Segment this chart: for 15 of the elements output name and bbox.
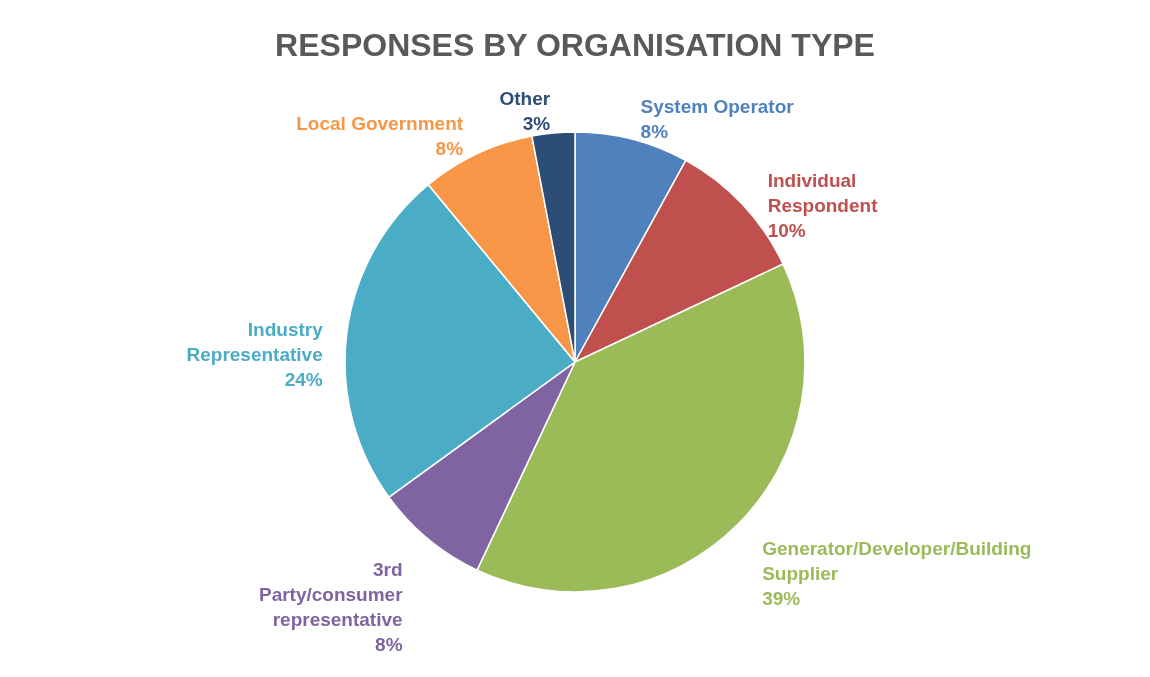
chart-title: RESPONSES BY ORGANISATION TYPE — [275, 27, 875, 63]
data-label: 10% — [767, 220, 806, 242]
slice-label: Industry Representative — [186, 319, 324, 366]
data-label: 39% — [762, 588, 801, 610]
data-label: 24% — [284, 369, 323, 391]
slice-label: Local Government — [296, 113, 464, 135]
data-label: 8% — [640, 120, 669, 142]
data-label: 3% — [522, 113, 551, 135]
data-label: 8% — [435, 138, 464, 160]
slice-label: Individual Respondent — [767, 170, 879, 217]
slice-label: Generator/Developer/Building Supplier — [762, 538, 1032, 585]
slice-label: 3rd Party/consumer representative — [258, 559, 404, 631]
slice-label: Other — [499, 88, 551, 110]
slice-label: System Operator — [640, 95, 795, 117]
data-label: 8% — [375, 634, 403, 656]
